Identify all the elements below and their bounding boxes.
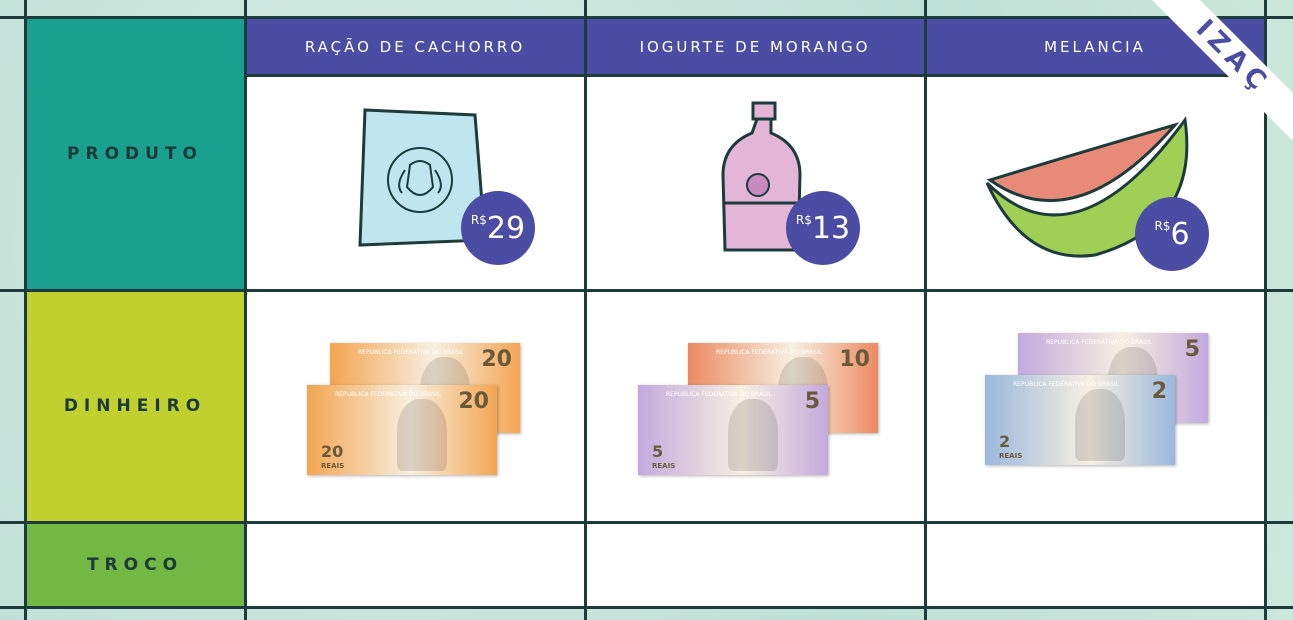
price: 29 [486, 210, 526, 246]
banknote-portrait [1075, 389, 1125, 461]
banknote-value: 2 [1151, 379, 1167, 404]
rule [24, 0, 27, 620]
banknote-header: REPUBLICA FEDERATIVA DO BRASIL [1013, 381, 1120, 388]
currency: R$ [795, 213, 812, 227]
row-label: PRODUTO [25, 18, 245, 290]
banknote-value: 2 [999, 432, 1011, 451]
banknote-portrait [728, 399, 778, 471]
banknote-portrait [397, 399, 447, 471]
price-badge: R$ 6 [1135, 197, 1209, 271]
column-header: IOGURTE DE MORANGO [585, 18, 925, 75]
price: 13 [811, 210, 851, 246]
row-label: DINHEIRO [25, 290, 245, 522]
banknote-value: 5 [1184, 337, 1200, 362]
banknote-value: 5 [804, 389, 820, 414]
rule [0, 606, 1293, 609]
rule [0, 16, 1293, 19]
banknote-value: 10 [839, 347, 870, 372]
rule [924, 0, 927, 620]
banknote-value: 5 [652, 442, 664, 461]
rule [584, 0, 587, 620]
banknote-value: 20 [321, 442, 344, 461]
banknote-header: REPUBLICA FEDERATIVA DO BRASIL [666, 391, 773, 398]
banknote-header: REPUBLICA FEDERATIVA DO BRASIL [716, 349, 823, 356]
yogurt-icon [721, 101, 802, 252]
rule [245, 74, 1265, 77]
banknote-header: REPUBLICA FEDERATIVA DO BRASIL [358, 349, 465, 356]
rule [0, 289, 1293, 292]
price-badge: R$ 29 [461, 191, 535, 265]
column-header: RAÇÃO DE CACHORRO [245, 18, 585, 75]
row-label: TROCO [25, 522, 245, 607]
banknote: REPUBLICA FEDERATIVA DO BRASIL 2 2 REAIS [985, 375, 1175, 465]
price: 6 [1170, 216, 1190, 252]
currency: R$ [1154, 219, 1171, 233]
rule [1264, 0, 1267, 620]
banknote-header: REPUBLICA FEDERATIVA DO BRASIL [1046, 339, 1153, 346]
banknote-header: REPUBLICA FEDERATIVA DO BRASIL [335, 391, 442, 398]
banknote-value: 20 [458, 389, 489, 414]
product-icons [358, 101, 1189, 258]
rule [244, 0, 247, 620]
banknote-value: 20 [481, 347, 512, 372]
rule [0, 521, 1293, 524]
currency: R$ [470, 213, 487, 227]
banknote-unit: REAIS [999, 452, 1023, 460]
banknote-unit: REAIS [321, 462, 345, 470]
banknote-unit: REAIS [652, 462, 676, 470]
price-badge: R$ 13 [786, 191, 860, 265]
